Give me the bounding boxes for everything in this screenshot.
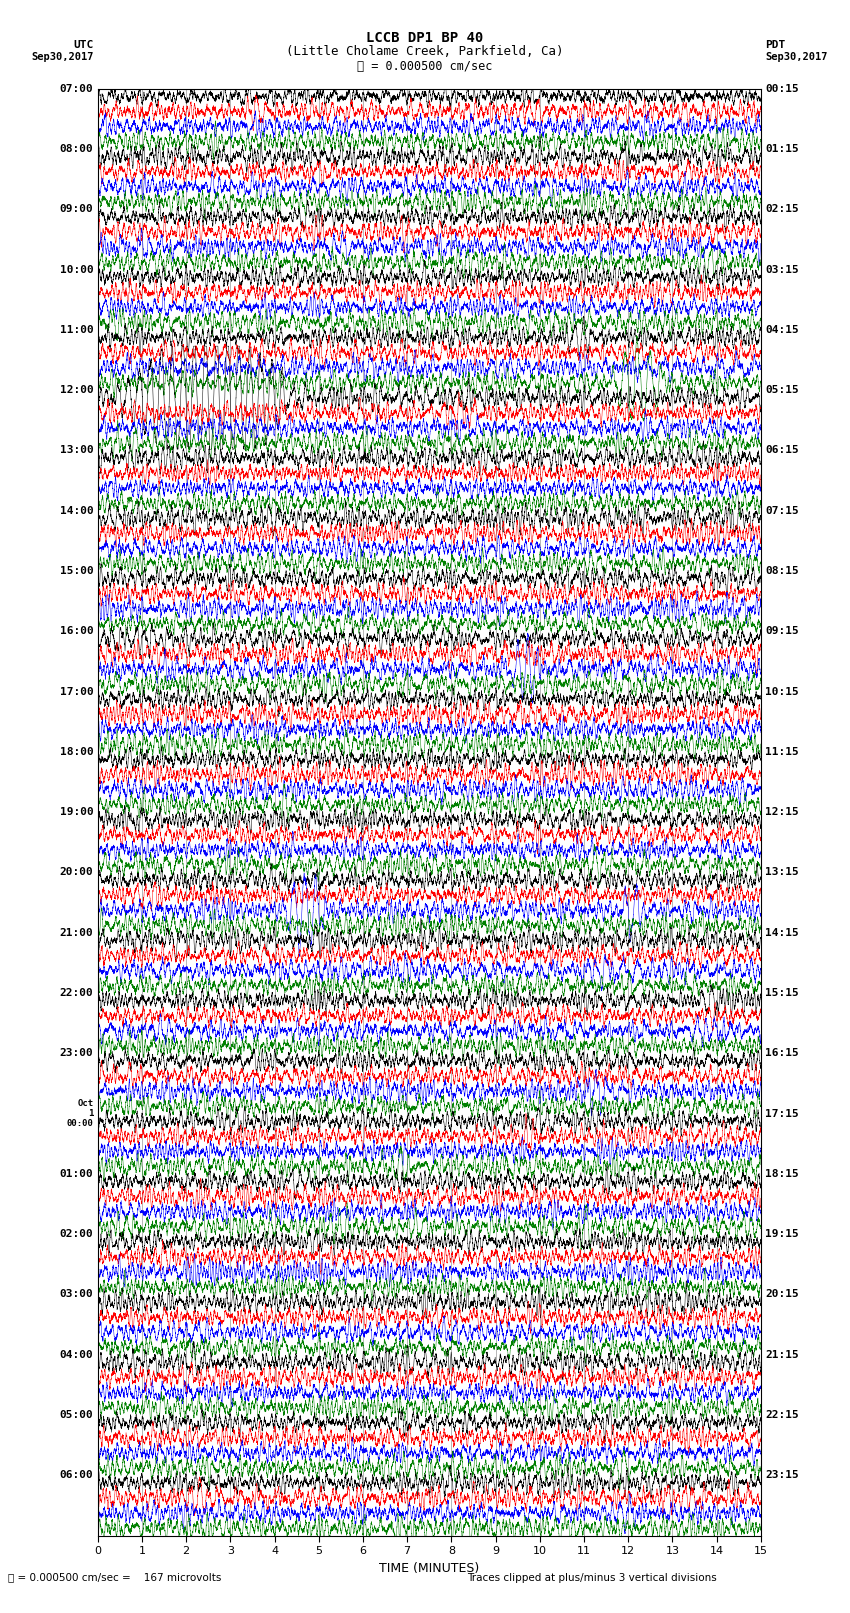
Text: 15:00: 15:00 — [60, 566, 94, 576]
Text: ⎷ = 0.000500 cm/sec: ⎷ = 0.000500 cm/sec — [357, 60, 493, 73]
Text: 19:15: 19:15 — [765, 1229, 799, 1239]
Text: 18:00: 18:00 — [60, 747, 94, 756]
Text: 15:15: 15:15 — [765, 989, 799, 998]
Text: 05:15: 05:15 — [765, 386, 799, 395]
X-axis label: TIME (MINUTES): TIME (MINUTES) — [379, 1561, 479, 1574]
Text: 10:00: 10:00 — [60, 265, 94, 274]
Text: 02:00: 02:00 — [60, 1229, 94, 1239]
Text: 19:00: 19:00 — [60, 806, 94, 818]
Text: 20:15: 20:15 — [765, 1289, 799, 1300]
Text: Sep30,2017: Sep30,2017 — [765, 52, 828, 61]
Text: 10:15: 10:15 — [765, 687, 799, 697]
Text: 23:00: 23:00 — [60, 1048, 94, 1058]
Text: 22:00: 22:00 — [60, 989, 94, 998]
Text: 06:15: 06:15 — [765, 445, 799, 455]
Text: 09:00: 09:00 — [60, 205, 94, 215]
Text: 23:15: 23:15 — [765, 1471, 799, 1481]
Text: 22:15: 22:15 — [765, 1410, 799, 1419]
Text: 17:00: 17:00 — [60, 687, 94, 697]
Text: 11:00: 11:00 — [60, 324, 94, 336]
Text: ⎷ = 0.000500 cm/sec =    167 microvolts: ⎷ = 0.000500 cm/sec = 167 microvolts — [8, 1573, 222, 1582]
Text: 04:00: 04:00 — [60, 1350, 94, 1360]
Text: 07:15: 07:15 — [765, 506, 799, 516]
Text: Traces clipped at plus/minus 3 vertical divisions: Traces clipped at plus/minus 3 vertical … — [468, 1573, 717, 1582]
Text: 12:00: 12:00 — [60, 386, 94, 395]
Text: 00:15: 00:15 — [765, 84, 799, 94]
Text: 13:15: 13:15 — [765, 868, 799, 877]
Text: Oct
1
00:00: Oct 1 00:00 — [66, 1098, 94, 1129]
Text: 02:15: 02:15 — [765, 205, 799, 215]
Text: 07:00: 07:00 — [60, 84, 94, 94]
Text: 08:15: 08:15 — [765, 566, 799, 576]
Text: 16:15: 16:15 — [765, 1048, 799, 1058]
Text: 11:15: 11:15 — [765, 747, 799, 756]
Text: 08:00: 08:00 — [60, 144, 94, 153]
Text: PDT: PDT — [765, 40, 785, 50]
Text: 04:15: 04:15 — [765, 324, 799, 336]
Text: LCCB DP1 BP 40: LCCB DP1 BP 40 — [366, 31, 484, 45]
Text: 17:15: 17:15 — [765, 1108, 799, 1118]
Text: 05:00: 05:00 — [60, 1410, 94, 1419]
Text: 16:00: 16:00 — [60, 626, 94, 636]
Text: 14:15: 14:15 — [765, 927, 799, 937]
Text: 09:15: 09:15 — [765, 626, 799, 636]
Text: 06:00: 06:00 — [60, 1471, 94, 1481]
Text: (Little Cholame Creek, Parkfield, Ca): (Little Cholame Creek, Parkfield, Ca) — [286, 45, 564, 58]
Text: 20:00: 20:00 — [60, 868, 94, 877]
Text: Sep30,2017: Sep30,2017 — [31, 52, 94, 61]
Text: 13:00: 13:00 — [60, 445, 94, 455]
Text: 21:00: 21:00 — [60, 927, 94, 937]
Text: 18:15: 18:15 — [765, 1169, 799, 1179]
Text: 21:15: 21:15 — [765, 1350, 799, 1360]
Text: UTC: UTC — [73, 40, 94, 50]
Text: 01:15: 01:15 — [765, 144, 799, 153]
Text: 03:15: 03:15 — [765, 265, 799, 274]
Text: 12:15: 12:15 — [765, 806, 799, 818]
Text: 14:00: 14:00 — [60, 506, 94, 516]
Text: 03:00: 03:00 — [60, 1289, 94, 1300]
Text: 01:00: 01:00 — [60, 1169, 94, 1179]
